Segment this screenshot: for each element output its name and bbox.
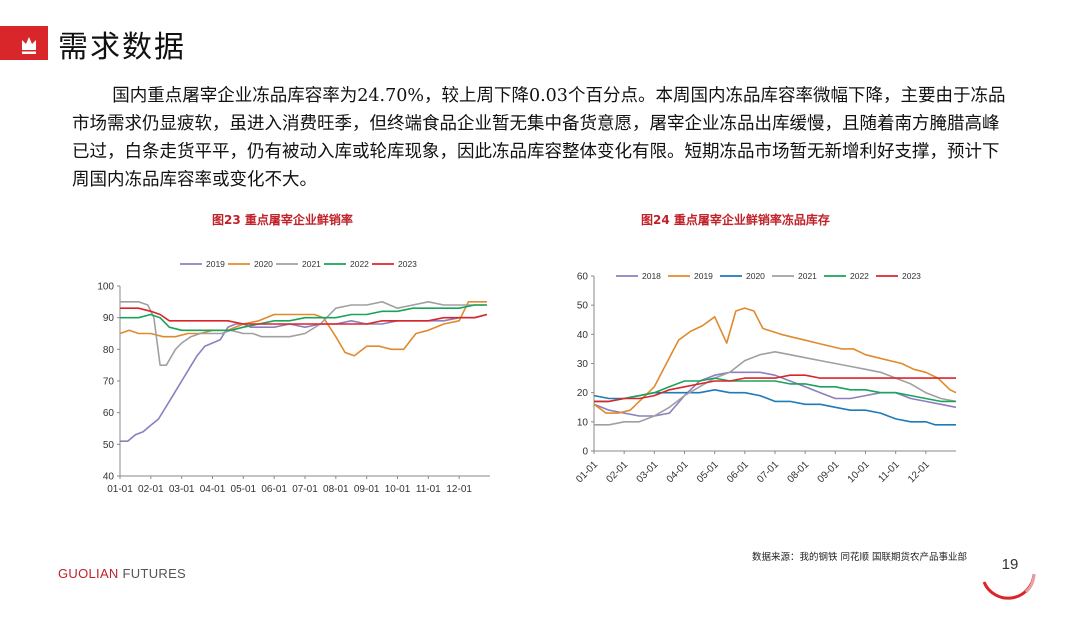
x-tick-label: 10-01 — [846, 459, 872, 485]
x-tick-label: 02-01 — [604, 459, 630, 485]
x-tick-label: 03-01 — [635, 459, 661, 485]
x-tick-label: 09-01 — [816, 459, 842, 485]
x-tick-label: 11-01 — [876, 459, 902, 485]
brand-main: GUOLIAN — [58, 566, 119, 581]
chart-2-title: 图24 重点屠宰企业鲜销率冻品库存 — [641, 213, 830, 227]
legend-label-2018: 2018 — [642, 271, 661, 281]
legend-label-2019: 2019 — [206, 259, 225, 269]
chart-1: 40 50 60 70 80 90 100 01-01 02-01 03-01 04-01 05-01… — [97, 259, 490, 495]
legend-label-2021: 2021 — [302, 259, 321, 269]
series-line-2019 — [593, 307, 957, 414]
legend-label-2019: 2019 — [694, 271, 713, 281]
x-tick-label: 09-01 — [354, 484, 380, 495]
x-tick-label: 11-01 — [416, 484, 441, 495]
legend-label-2022: 2022 — [350, 259, 369, 269]
x-tick-label: 01-01 — [574, 459, 600, 485]
y-tick-label: 80 — [103, 345, 115, 356]
series-line-2023 — [120, 307, 488, 325]
y-tick-label: 60 — [103, 408, 115, 419]
x-tick-label: 07-01 — [292, 484, 318, 495]
series-line-2020 — [119, 300, 487, 357]
x-tick-label: 04-01 — [665, 459, 691, 485]
legend-label-2023: 2023 — [398, 259, 417, 269]
data-source: 数据来源：我的钢铁 同花顺 国联期货农产品事业部 — [752, 552, 968, 563]
chart-2: 0 10 20 30 40 50 60 01-01 02-01 03-01 04-01 05-01 06… — [574, 271, 957, 485]
legend-label-2021: 2021 — [798, 271, 817, 281]
series-line-2022 — [594, 377, 956, 403]
y-tick-label: 40 — [577, 330, 589, 341]
y-tick-label: 50 — [577, 301, 589, 312]
y-tick-label: 40 — [103, 472, 115, 483]
x-tick-label: 10-01 — [385, 484, 411, 495]
title-accent-bar — [0, 26, 48, 60]
series-line-2021 — [120, 300, 487, 366]
y-tick-label: 60 — [577, 272, 589, 283]
x-tick-label: 05-01 — [231, 484, 257, 495]
series-line-2022 — [120, 304, 487, 332]
y-tick-label: 50 — [103, 440, 115, 451]
x-tick-label: 04-01 — [200, 484, 226, 495]
page-number-arc-icon — [982, 573, 1036, 600]
x-tick-label: 07-01 — [755, 459, 781, 485]
x-tick-label: 03-01 — [169, 484, 195, 495]
series-line-2020 — [593, 389, 956, 426]
x-tick-label: 12-01 — [446, 484, 472, 495]
summary-paragraph: 国内重点屠宰企业冻品库容率为24.70%，较上周下降0.03个百分点。本周国内冻… — [72, 86, 1006, 190]
y-tick-label: 10 — [577, 417, 589, 428]
y-tick-label: 70 — [103, 377, 115, 388]
legend-label-2020: 2020 — [746, 271, 765, 281]
chart-1-title: 图23 重点屠宰企业鲜销率 — [212, 213, 353, 227]
y-tick-label: 20 — [577, 388, 589, 399]
y-tick-label: 30 — [577, 359, 589, 370]
y-tick-label: 90 — [103, 313, 115, 324]
x-tick-label: 06-01 — [725, 459, 751, 485]
x-tick-label: 08-01 — [323, 484, 349, 495]
x-tick-label: 06-01 — [261, 484, 287, 495]
x-tick-label: 02-01 — [138, 484, 164, 495]
x-tick-label: 08-01 — [785, 459, 811, 485]
legend-label-2020: 2020 — [254, 259, 273, 269]
x-tick-label: 12-01 — [906, 459, 932, 485]
y-tick-label: 100 — [97, 282, 114, 293]
y-tick-label: 0 — [582, 447, 588, 458]
brand-logo: GUOLIAN FUTURES — [58, 566, 186, 581]
x-tick-label: 05-01 — [695, 459, 721, 485]
page-title: 需求数据 — [58, 30, 186, 65]
page-number: 19 — [1001, 556, 1019, 573]
crown-icon — [22, 37, 36, 54]
series-line-2023 — [594, 374, 956, 403]
legend-label-2022: 2022 — [850, 271, 869, 281]
x-tick-label: 01-01 — [107, 484, 133, 495]
brand-sub: FUTURES — [118, 566, 187, 581]
legend-label-2023: 2023 — [902, 271, 921, 281]
